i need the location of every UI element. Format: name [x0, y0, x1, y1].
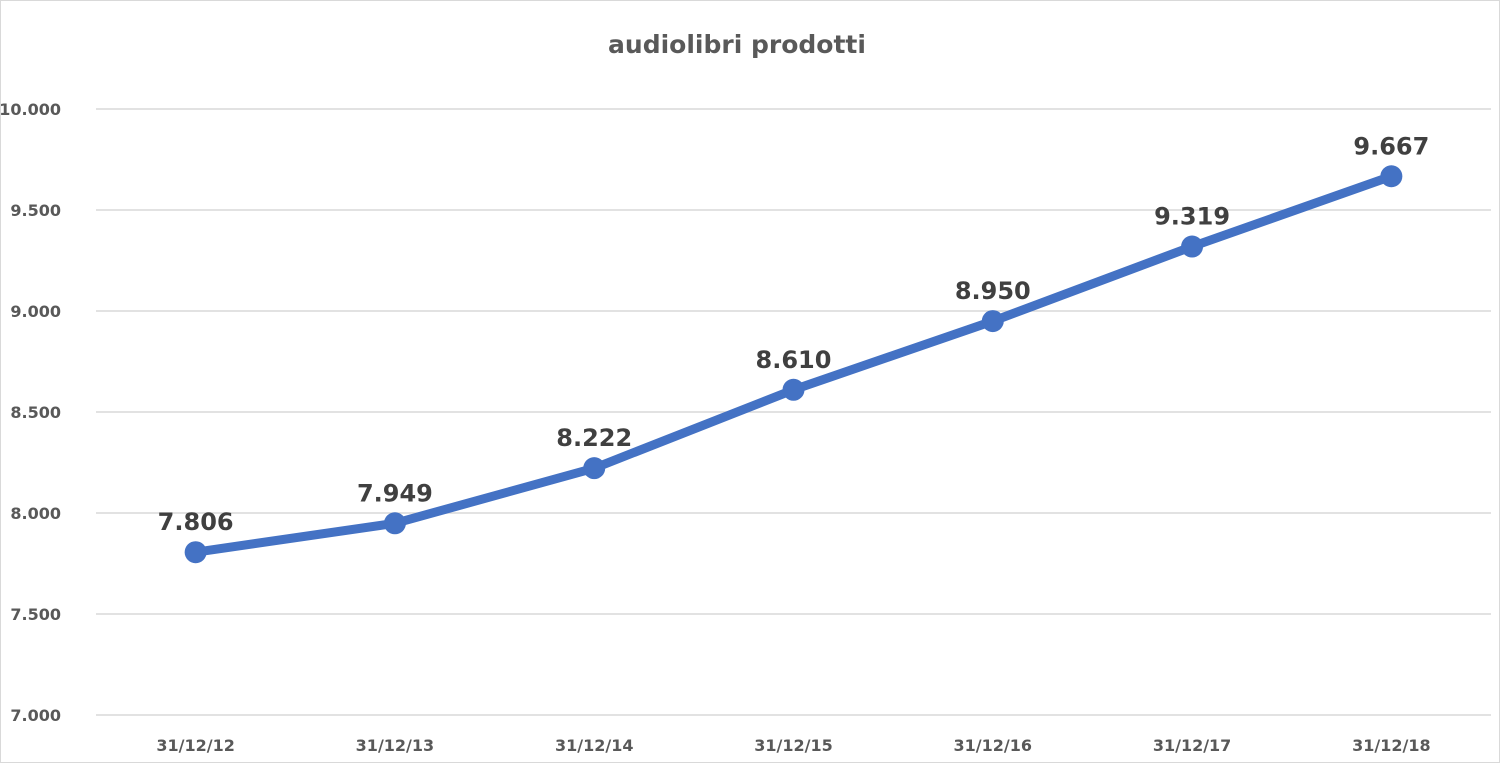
data-label: 7.806	[158, 508, 234, 536]
data-point	[184, 541, 207, 564]
data-point	[583, 457, 606, 480]
x-tick-label: 31/12/18	[1352, 736, 1430, 755]
data-labels: 7.806 7.949 8.222 8.610 8.950 9.319 9.667	[158, 132, 1430, 536]
y-tick-label: 7.000	[10, 706, 61, 725]
y-tick-label: 9.000	[10, 302, 61, 321]
data-label: 8.610	[756, 346, 832, 374]
chart-title: audiolibri prodotti	[608, 30, 866, 59]
x-tick-label: 31/12/16	[954, 736, 1032, 755]
x-tick-label: 31/12/15	[754, 736, 832, 755]
x-tick-label: 31/12/17	[1153, 736, 1231, 755]
data-point	[782, 378, 805, 401]
data-point	[981, 310, 1004, 333]
data-label: 9.319	[1154, 203, 1230, 231]
data-point	[1181, 235, 1204, 258]
y-tick-label: 10.000	[1, 100, 61, 119]
series-line-group	[184, 165, 1403, 564]
x-axis-ticks: 31/12/12 31/12/13 31/12/14 31/12/15 31/12/16…	[156, 736, 1430, 755]
y-tick-label: 7.500	[10, 605, 61, 624]
x-tick-label: 31/12/13	[356, 736, 434, 755]
x-tick-label: 31/12/12	[156, 736, 234, 755]
y-axis-ticks: 7.000 7.500 8.000 8.500 9.000 9.500 10.000	[1, 100, 61, 725]
data-point	[1380, 165, 1403, 188]
y-tick-label: 8.500	[10, 403, 61, 422]
data-label: 7.949	[357, 479, 433, 507]
data-label: 8.222	[556, 424, 632, 452]
data-point	[383, 512, 406, 535]
y-tick-label: 8.000	[10, 504, 61, 523]
x-tick-label: 31/12/14	[555, 736, 633, 755]
data-label: 9.667	[1353, 132, 1429, 160]
data-label: 8.950	[955, 277, 1031, 305]
gridlines	[96, 108, 1491, 716]
y-tick-label: 9.500	[10, 201, 61, 220]
